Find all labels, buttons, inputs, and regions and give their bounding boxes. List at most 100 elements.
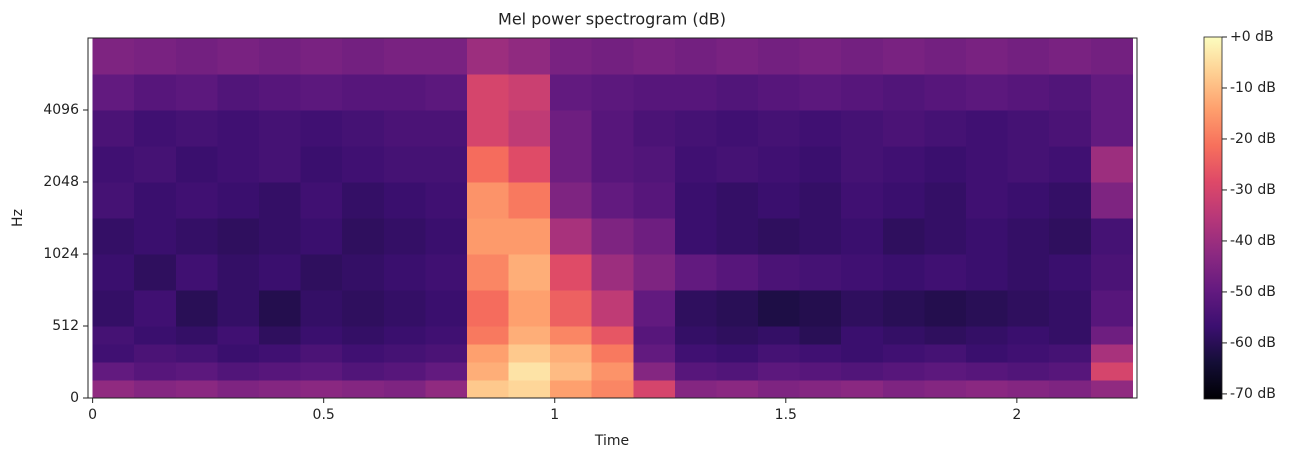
cell [425,218,468,255]
cell [1007,73,1050,111]
x-axis-label: Time [594,433,629,449]
cell [300,326,343,345]
cell [966,326,1009,345]
cell [342,38,385,75]
cell [799,290,842,327]
cell [716,290,759,327]
cell [799,182,842,219]
cell [1090,290,1133,327]
cell [134,110,177,147]
cell [508,73,551,111]
cell [591,73,634,111]
cell [258,380,302,399]
cell [882,380,925,399]
y-tick-label: 1024 [43,246,79,262]
cell [924,73,967,111]
cell [1049,290,1092,327]
cell [1090,146,1133,183]
cell [924,326,967,345]
cell [882,146,925,183]
cell [383,110,426,147]
cell [258,362,302,381]
cell [1007,344,1050,363]
cell [1007,146,1050,183]
cell [134,182,177,219]
cell [758,146,801,183]
cell [508,182,551,219]
cell [591,146,634,183]
colorbar [1203,36,1223,400]
cell [1049,182,1092,219]
cell [342,254,385,291]
cell [591,290,634,327]
cell [716,38,759,75]
cell [924,182,967,219]
cell [92,38,135,75]
cell [758,362,801,381]
cell [841,218,884,255]
cell [882,110,925,147]
cell [134,146,177,183]
cell [425,290,468,327]
cell [674,290,717,327]
cell [966,110,1009,147]
colorbar-tick-label: +0 dB [1230,29,1274,45]
cell [175,110,218,147]
cell [217,146,260,183]
cell [882,254,925,291]
cell [217,38,260,75]
cell [633,254,676,291]
cell [383,146,426,183]
cell [92,362,135,381]
cell [175,362,218,381]
cell [716,362,759,381]
cell [1090,362,1133,381]
cell [1090,38,1133,75]
cell [300,254,343,291]
cell [425,380,468,399]
cell [342,218,385,255]
cell [466,254,510,291]
cell [92,254,135,291]
cell [591,362,634,381]
cell [550,73,593,111]
cell [258,38,302,75]
cell [508,290,551,327]
cell [799,254,842,291]
cell [217,73,260,111]
cell [508,38,551,75]
cell [508,254,551,291]
cell [841,326,884,345]
cell [425,38,468,75]
cell [633,380,676,399]
cell [716,380,759,399]
cell [383,344,426,363]
cell [674,380,717,399]
cell [92,73,135,111]
cell [1090,326,1133,345]
cell [882,38,925,75]
cell [841,38,884,75]
cell [466,146,510,183]
cell [924,380,967,399]
cell [383,218,426,255]
cell [342,326,385,345]
cell [92,290,135,327]
cell [425,73,468,111]
cell [550,182,593,219]
cell [799,362,842,381]
cell [342,290,385,327]
cell [258,254,302,291]
cell [882,290,925,327]
x-tick-label: 1.5 [775,407,797,423]
cell [1007,326,1050,345]
cell [425,110,468,147]
cell [1007,110,1050,147]
cell [466,73,510,111]
cell [966,73,1009,111]
cell [300,380,343,399]
cell [134,290,177,327]
cell [92,380,135,399]
cell [300,146,343,183]
cell [966,290,1009,327]
